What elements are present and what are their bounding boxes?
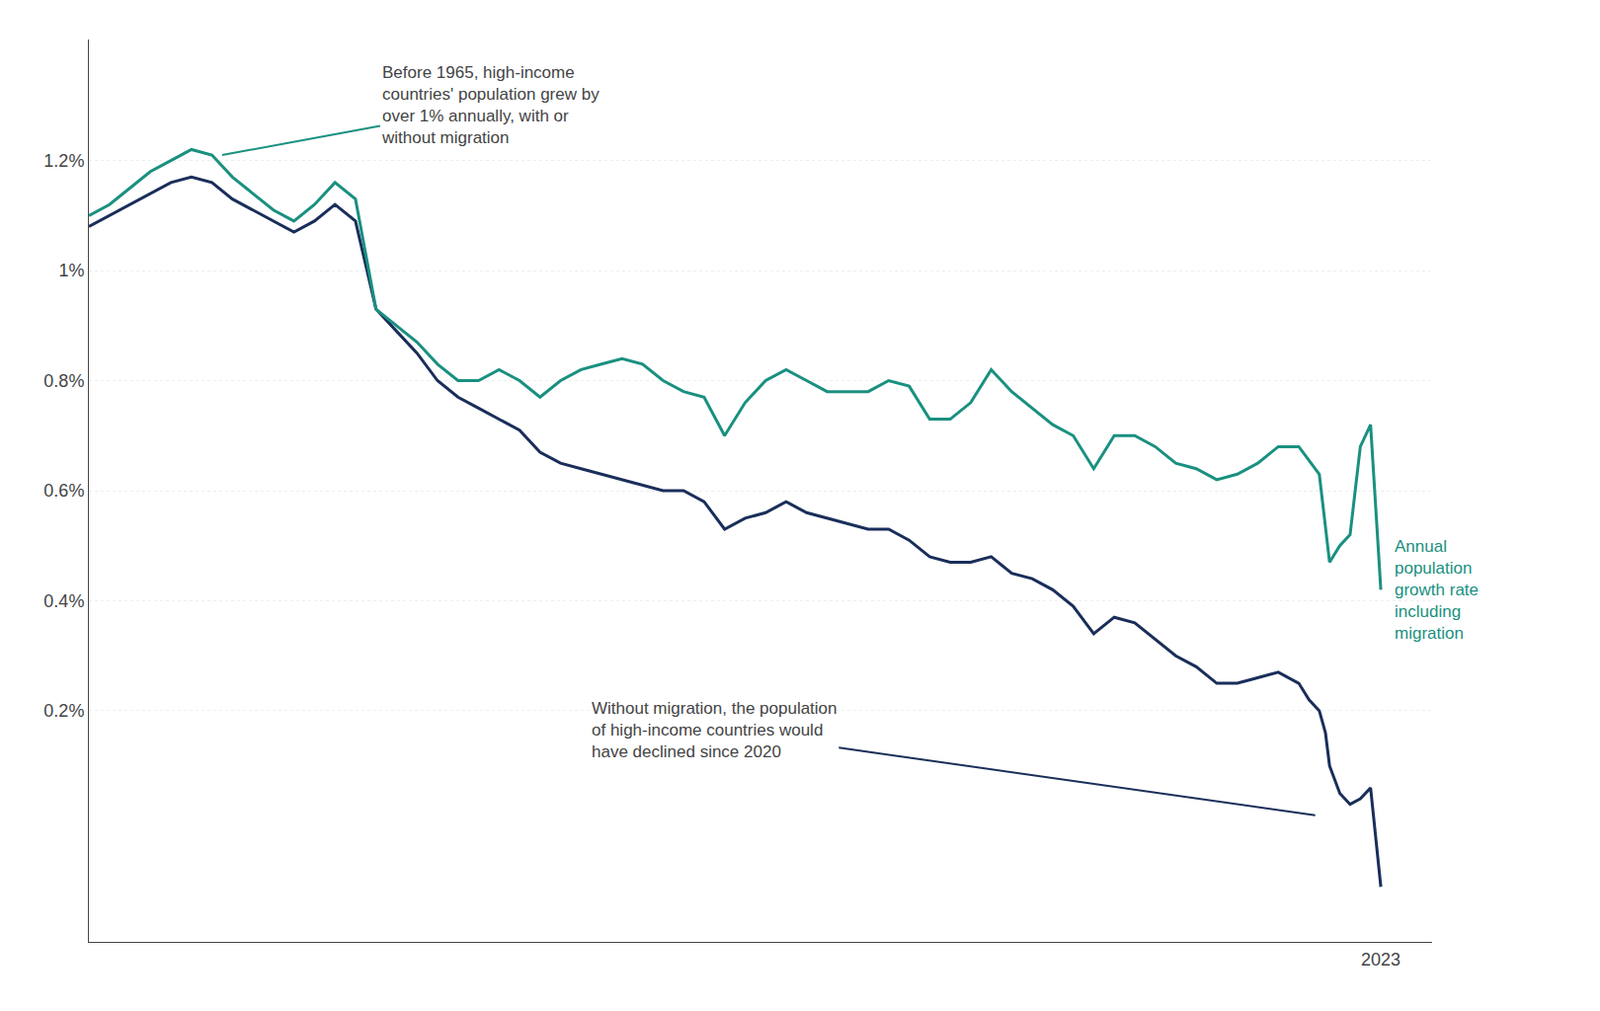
svg-text:Before 1965, high-incomecountr: Before 1965, high-incomecountries' popul… xyxy=(381,63,600,148)
svg-text:0.4%: 0.4% xyxy=(43,591,84,612)
svg-text:2023: 2023 xyxy=(1360,950,1401,970)
svg-text:0.8%: 0.8% xyxy=(43,371,84,392)
svg-text:Without migration, the populat: Without migration, the populationof high… xyxy=(591,699,838,762)
svg-text:0.6%: 0.6% xyxy=(43,480,84,501)
svg-text:Annualpopulationgrowth rateinc: Annualpopulationgrowth rateincludingmigr… xyxy=(1394,537,1479,643)
svg-text:1.2%: 1.2% xyxy=(43,151,84,171)
svg-text:1%: 1% xyxy=(58,260,84,281)
svg-text:0.2%: 0.2% xyxy=(43,701,84,721)
